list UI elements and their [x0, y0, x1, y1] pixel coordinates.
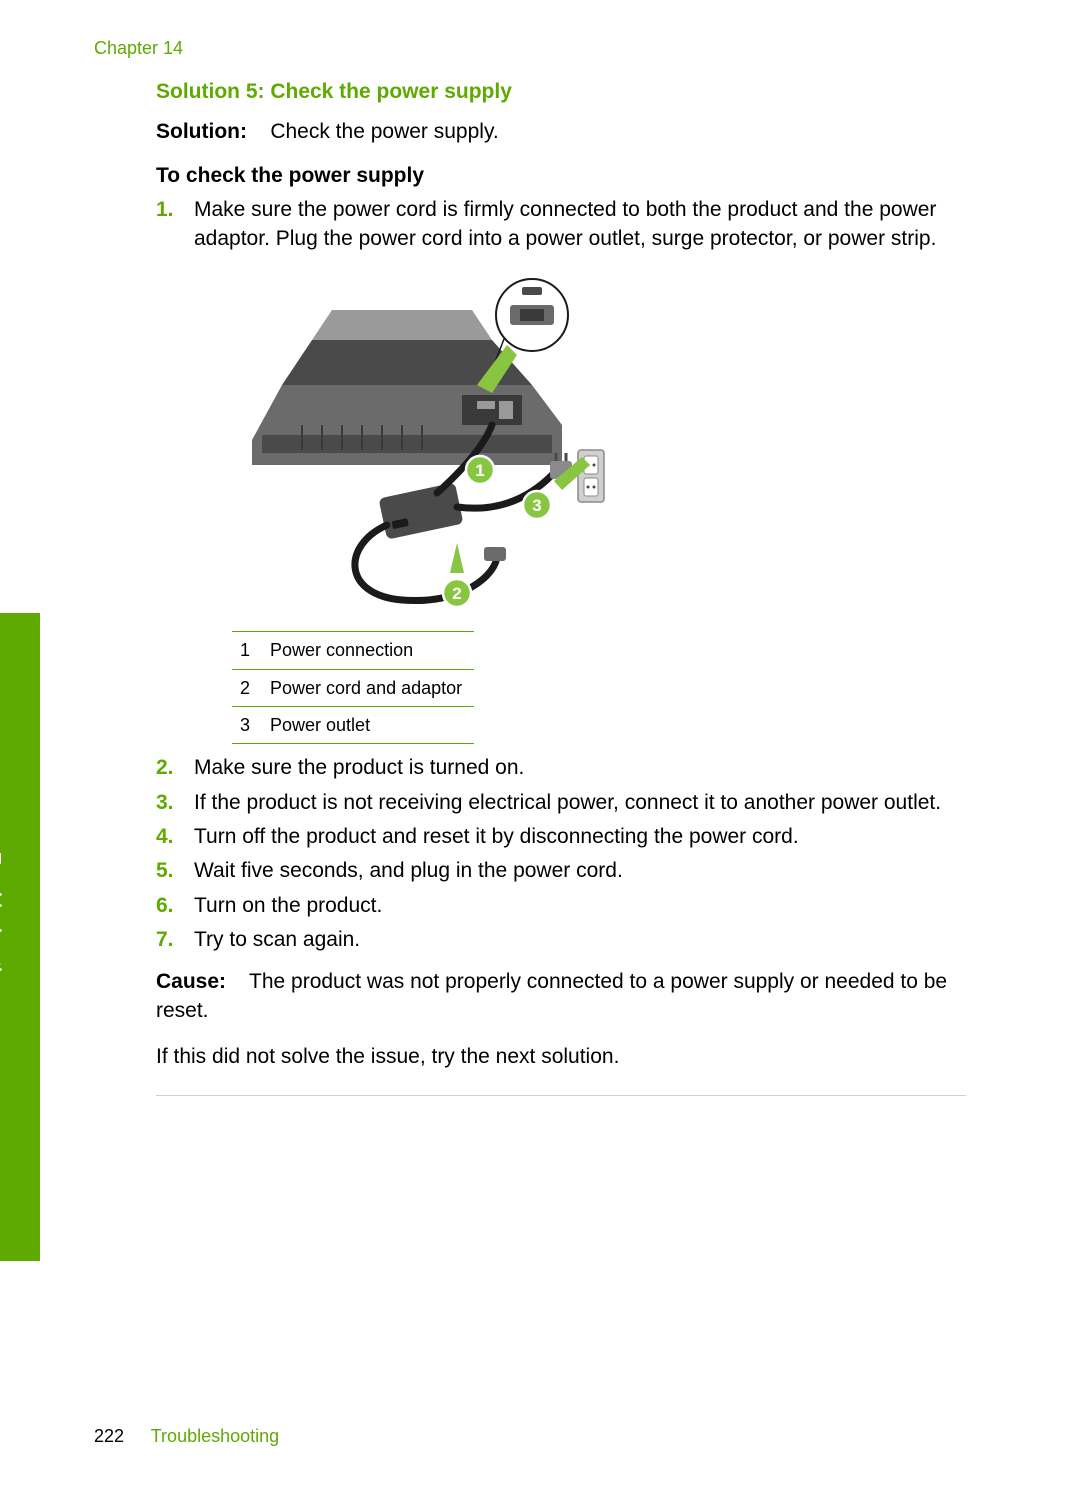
callout-1: 1: [466, 456, 494, 484]
step-number: 6.: [156, 892, 188, 920]
footer-title: Troubleshooting: [151, 1426, 279, 1446]
next-solution-text: If this did not solve the issue, try the…: [156, 1043, 966, 1071]
cord-connector-icon: [484, 547, 506, 561]
callout-2: 2: [443, 579, 471, 607]
legend-number: 3: [232, 706, 262, 743]
step-number: 7.: [156, 926, 188, 954]
power-supply-diagram: 1 2 3: [232, 275, 610, 615]
step-number: 2.: [156, 754, 188, 782]
page-number: 222: [94, 1426, 124, 1446]
cause-text: The product was not properly connected t…: [156, 970, 947, 1021]
step-text: Make sure the product is turned on.: [194, 756, 524, 779]
solution-title: Solution 5: Check the power supply: [156, 80, 966, 104]
step-number: 3.: [156, 789, 188, 817]
table-row: 1 Power connection: [232, 632, 474, 669]
step-text: Turn on the product.: [194, 894, 382, 917]
solution-text: Check the power supply.: [270, 120, 498, 143]
side-tab: Troubleshooting: [0, 613, 40, 1261]
legend-text: Power connection: [262, 632, 474, 669]
legend-number: 2: [232, 669, 262, 706]
step-text: Try to scan again.: [194, 928, 360, 951]
legend-text: Power cord and adaptor: [262, 669, 474, 706]
subheading: To check the power supply: [156, 164, 966, 188]
legend-text: Power outlet: [262, 706, 474, 743]
callout-3: 3: [523, 491, 551, 519]
step-item: 6. Turn on the product.: [194, 892, 966, 920]
step-text: If the product is not receiving electric…: [194, 791, 941, 814]
svg-text:1: 1: [475, 461, 484, 480]
svg-text:3: 3: [532, 496, 541, 515]
separator: [156, 1095, 966, 1096]
step-item: 7. Try to scan again.: [194, 926, 966, 954]
cause-line: Cause: The product was not properly conn…: [156, 968, 966, 1025]
step-item: 3. If the product is not receiving elect…: [194, 789, 966, 817]
chapter-header: Chapter 14: [94, 38, 183, 59]
table-row: 3 Power outlet: [232, 706, 474, 743]
legend-number: 1: [232, 632, 262, 669]
solution-line: Solution: Check the power supply.: [156, 118, 966, 146]
side-tab-label: Troubleshooting: [0, 853, 4, 1053]
legend-table: 1 Power connection 2 Power cord and adap…: [232, 631, 474, 744]
step-item: 2. Make sure the product is turned on.: [194, 754, 966, 782]
step-text: Make sure the power cord is firmly conne…: [194, 198, 936, 249]
step-item: 4. Turn off the product and reset it by …: [194, 823, 966, 851]
step-number: 5.: [156, 857, 188, 885]
figure-block: 1 2 3 1 Power: [232, 275, 610, 744]
page-footer: 222 Troubleshooting: [94, 1426, 279, 1447]
table-row: 2 Power cord and adaptor: [232, 669, 474, 706]
adaptor-icon: [378, 482, 463, 539]
step-text: Wait five seconds, and plug in the power…: [194, 859, 623, 882]
step-number: 1.: [156, 196, 188, 224]
step-text: Turn off the product and reset it by dis…: [194, 825, 799, 848]
solution-label: Solution:: [156, 120, 247, 143]
step-item: 1. Make sure the power cord is firmly co…: [194, 196, 966, 744]
steps-list: 1. Make sure the power cord is firmly co…: [156, 196, 966, 954]
cause-label: Cause:: [156, 970, 226, 993]
svg-text:2: 2: [452, 584, 461, 603]
step-number: 4.: [156, 823, 188, 851]
content-area: Solution 5: Check the power supply Solut…: [156, 80, 966, 1096]
step-item: 5. Wait five seconds, and plug in the po…: [194, 857, 966, 885]
